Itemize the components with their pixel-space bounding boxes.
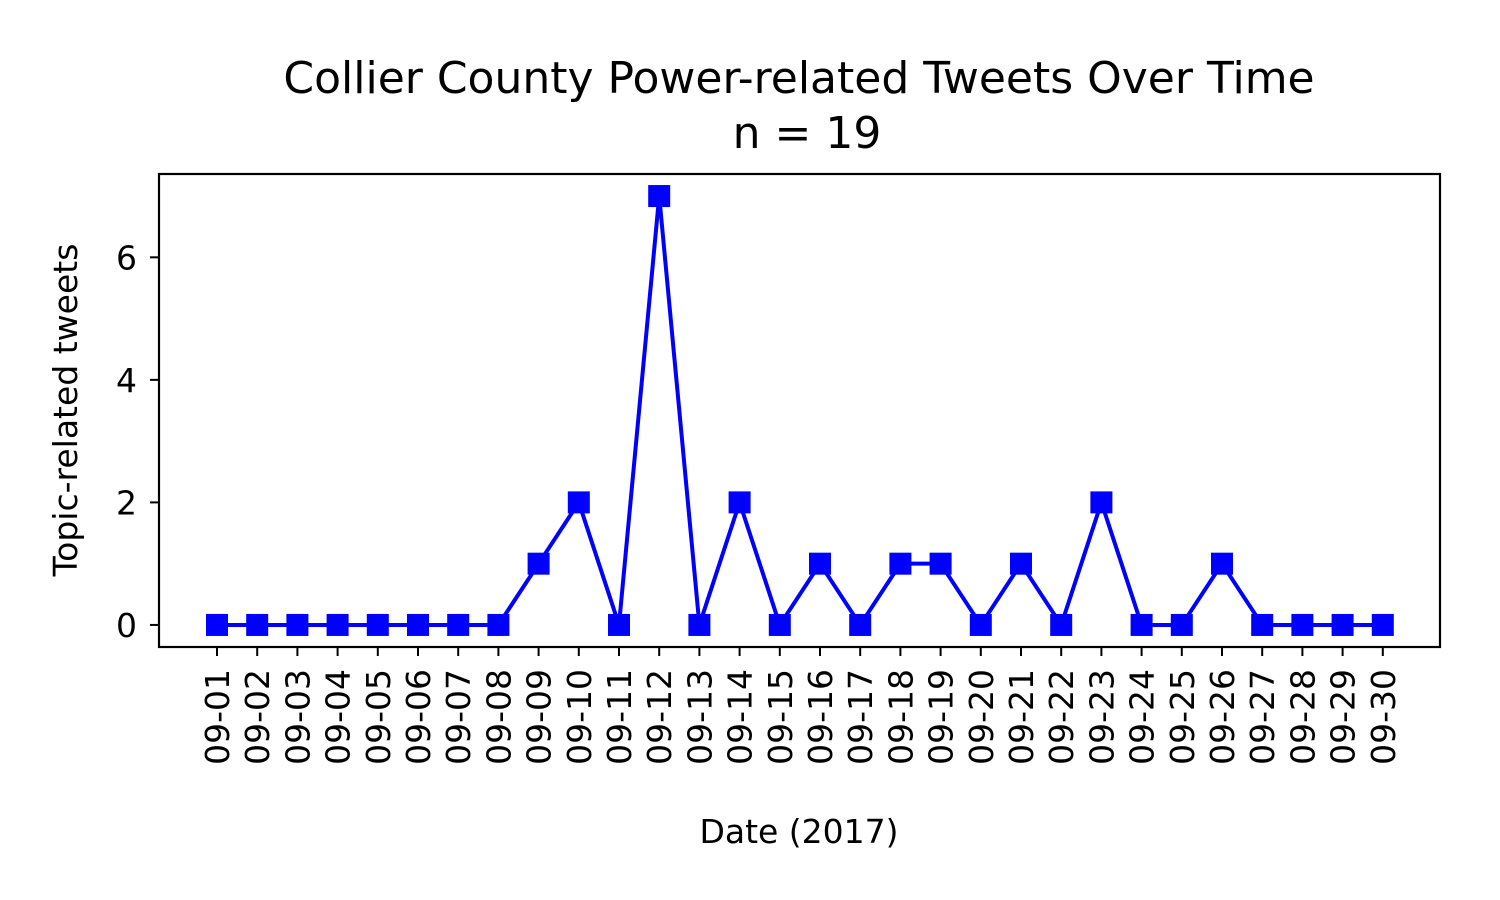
x-tick-label: 09-08 [479, 669, 518, 765]
data-point [527, 552, 550, 575]
y-tick-label: 6 [116, 238, 137, 277]
y-tick-label: 4 [116, 361, 137, 400]
x-tick-label: 09-04 [319, 669, 358, 765]
data-point [366, 613, 389, 636]
data-point [768, 613, 791, 636]
x-tick-label: 09-19 [922, 669, 961, 765]
x-tick-label: 09-13 [680, 669, 719, 765]
data-point [1251, 613, 1274, 636]
data-point [1331, 613, 1354, 636]
data-point [326, 613, 349, 636]
x-tick-label: 09-23 [1082, 669, 1121, 765]
x-tick-label: 09-01 [198, 669, 237, 765]
plot-frame [157, 172, 1442, 649]
x-tick-label: 09-11 [600, 669, 639, 765]
data-point [929, 552, 952, 575]
x-tick-label: 09-09 [520, 669, 559, 765]
x-tick-label: 09-05 [359, 669, 398, 765]
data-point [688, 613, 711, 636]
x-tick-label: 09-21 [1002, 669, 1041, 765]
data-point [1211, 552, 1233, 575]
y-axis-label: Topic-related tweets [46, 244, 85, 578]
x-tick-label: 09-12 [640, 669, 679, 765]
x-tick-label: 09-28 [1283, 669, 1322, 765]
x-tick-label: 09-10 [560, 669, 599, 765]
x-tick-label: 09-03 [278, 669, 317, 765]
chart-title: Collier County Power-related Tweets Over… [283, 53, 1314, 104]
x-tick-label: 09-07 [439, 669, 478, 765]
x-tick-label: 09-06 [399, 669, 438, 765]
data-point [969, 613, 992, 636]
data-point [809, 552, 831, 575]
x-tick-label: 09-02 [238, 669, 277, 765]
x-axis-label: Date (2017) [699, 812, 898, 851]
data-point [407, 613, 429, 636]
data-point [246, 613, 269, 636]
data-point [1170, 613, 1193, 636]
data-point [1090, 491, 1113, 514]
series-line [217, 194, 1383, 627]
x-tick-label: 09-27 [1243, 669, 1282, 765]
y-tick-label: 2 [116, 483, 137, 522]
x-tick-label: 09-30 [1364, 669, 1403, 765]
data-point [286, 613, 309, 636]
y-tick-label: 0 [116, 606, 137, 645]
data-point [1050, 613, 1073, 636]
x-tick-label: 09-15 [761, 669, 800, 765]
x-tick-label: 09-25 [1163, 669, 1202, 765]
data-point [567, 491, 590, 514]
x-tick-label: 09-26 [1203, 669, 1242, 765]
x-tick-label: 09-29 [1324, 669, 1363, 765]
chart-subtitle: n = 19 [733, 108, 882, 159]
data-point [1291, 613, 1314, 636]
data-point [728, 491, 751, 514]
x-tick-label: 09-24 [1123, 669, 1162, 765]
data-point [849, 613, 872, 636]
x-tick-label: 09-22 [1042, 669, 1081, 765]
x-tick-label: 09-14 [721, 669, 760, 765]
x-tick-label: 09-18 [881, 669, 920, 765]
data-point [608, 613, 630, 636]
x-tick-label: 09-16 [801, 669, 840, 765]
data-point [889, 552, 912, 575]
data-point [447, 613, 470, 636]
data-point [1371, 613, 1394, 636]
data-point [1130, 613, 1153, 636]
data-point [1010, 552, 1032, 575]
x-tick-label: 09-20 [962, 669, 1001, 765]
x-tick-label: 09-17 [841, 669, 880, 765]
data-point [648, 185, 671, 208]
data-point [206, 613, 228, 636]
data-point [487, 613, 510, 636]
